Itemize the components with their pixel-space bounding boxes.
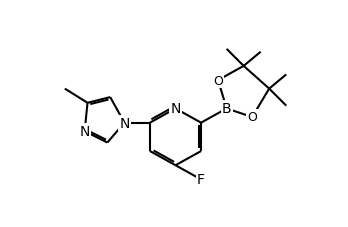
Text: O: O xyxy=(213,74,223,87)
Text: N: N xyxy=(170,102,181,116)
Text: O: O xyxy=(247,111,257,124)
Text: B: B xyxy=(222,102,231,116)
Text: F: F xyxy=(197,173,205,187)
Text: N: N xyxy=(119,116,129,130)
Text: N: N xyxy=(79,125,90,138)
